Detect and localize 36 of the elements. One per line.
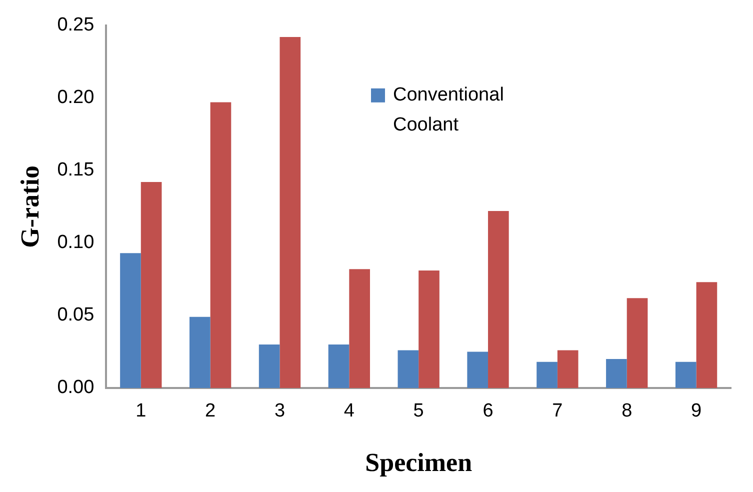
x-tick-label: 2 xyxy=(205,400,216,422)
y-tick-label: 0.25 xyxy=(57,14,94,36)
x-tick-label: 3 xyxy=(274,400,286,422)
bar xyxy=(696,282,718,388)
legend-label: Conventional Coolant xyxy=(393,84,504,136)
y-tick-label: 0.00 xyxy=(57,377,94,398)
bar xyxy=(536,362,558,388)
y-tick-label: 0.10 xyxy=(57,232,94,254)
bar xyxy=(675,362,696,388)
bar xyxy=(328,344,350,388)
bar xyxy=(467,352,488,388)
bar xyxy=(258,344,280,388)
bar xyxy=(398,350,419,388)
x-axis-title: Specimen xyxy=(365,448,473,478)
y-tick-label: 0.20 xyxy=(57,87,94,108)
y-axis-title: G-ratio xyxy=(15,166,44,248)
x-tick-label: 1 xyxy=(136,400,146,422)
bar xyxy=(120,253,141,388)
x-tick-label: 4 xyxy=(344,400,355,422)
bar xyxy=(488,211,509,388)
bar xyxy=(189,316,210,388)
x-tick-label: 9 xyxy=(691,400,702,422)
y-tick-label: 0.05 xyxy=(57,304,94,326)
bar xyxy=(349,269,370,388)
bar xyxy=(210,102,232,388)
bar xyxy=(626,298,648,388)
bar xyxy=(280,37,301,388)
x-tick-label: 7 xyxy=(552,400,563,422)
bar xyxy=(606,358,627,388)
bar xyxy=(418,270,440,388)
x-tick-label: 8 xyxy=(622,400,632,422)
bar xyxy=(557,350,578,388)
bar xyxy=(140,182,162,388)
x-tick-label: 5 xyxy=(413,400,424,422)
y-tick-label: 0.15 xyxy=(57,160,94,181)
x-tick-label: 6 xyxy=(482,400,494,422)
